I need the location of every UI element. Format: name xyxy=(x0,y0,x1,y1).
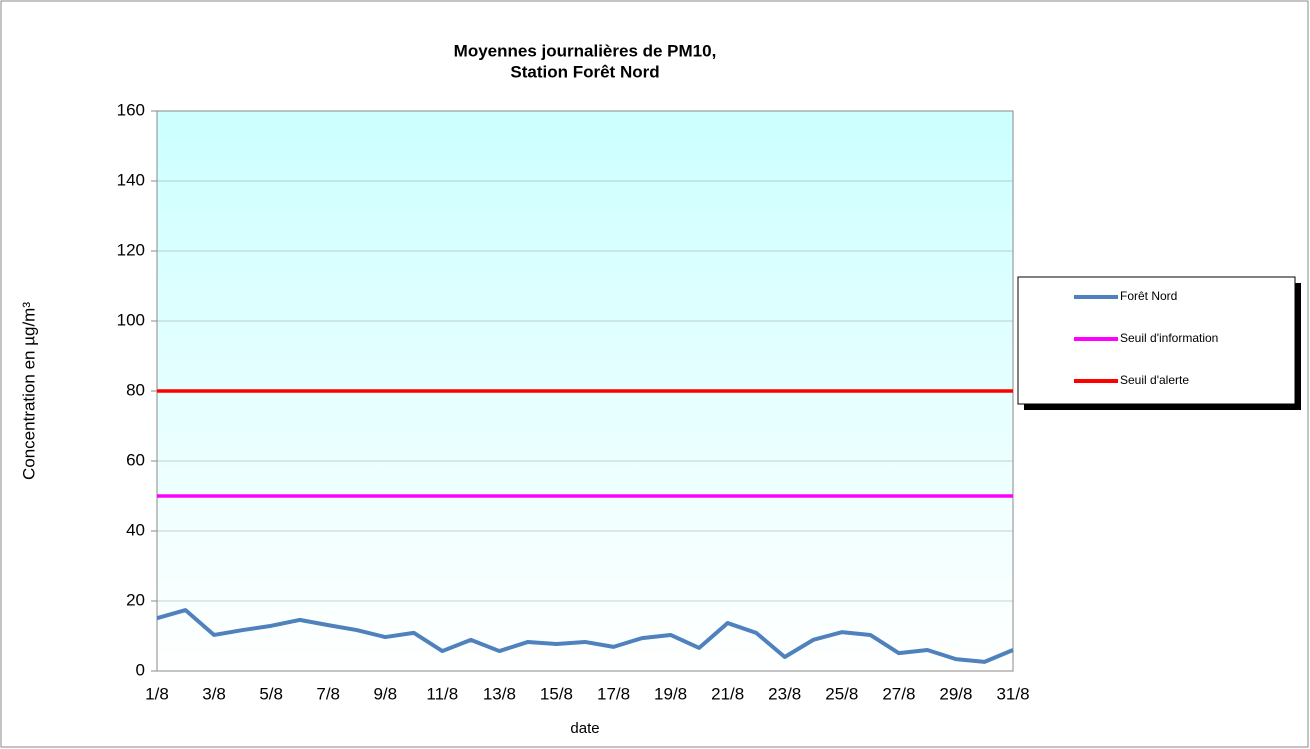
data-line xyxy=(156,608,1014,664)
x-tick-label: 3/8 xyxy=(202,684,226,703)
x-tick-label: 21/8 xyxy=(711,684,744,703)
x-tick-label: 19/8 xyxy=(654,684,687,703)
x-tick-label: 15/8 xyxy=(540,684,573,703)
x-tick-label: 25/8 xyxy=(825,684,858,703)
y-tick-label: 120 xyxy=(117,240,145,259)
y-tick-label: 100 xyxy=(117,310,145,329)
legend xyxy=(1017,276,1296,405)
x-tick-label: 11/8 xyxy=(426,684,458,703)
x-tick-label: 27/8 xyxy=(882,684,915,703)
y-tick-label: 60 xyxy=(126,450,145,469)
x-tick-label: 13/8 xyxy=(483,684,516,703)
x-tick-label: 23/8 xyxy=(768,684,801,703)
legend-label: Forêt Nord xyxy=(1120,289,1177,303)
x-tick-label: 5/8 xyxy=(259,684,283,703)
chart-title: Moyennes journalières de PM10, xyxy=(454,41,717,60)
y-tick-label: 140 xyxy=(117,170,145,189)
x-tick-label: 29/8 xyxy=(939,684,972,703)
x-tick-label: 7/8 xyxy=(316,684,340,703)
y-axis-label: Concentration en µg/m³ xyxy=(19,302,38,480)
x-tick-label: 31/8 xyxy=(996,684,1029,703)
chart-title: Station Forêt Nord xyxy=(510,62,659,81)
y-tick-label: 0 xyxy=(136,660,145,679)
y-tick-label: 20 xyxy=(126,590,145,609)
x-tick-label: 9/8 xyxy=(373,684,397,703)
y-tick-label: 40 xyxy=(126,520,145,539)
legend-label: Seuil d'alerte xyxy=(1120,373,1189,387)
y-tick-label: 160 xyxy=(117,100,145,119)
x-axis-label: date xyxy=(570,720,599,737)
legend-label: Seuil d'information xyxy=(1120,331,1218,345)
y-tick-label: 80 xyxy=(126,380,145,399)
x-tick-label: 1/8 xyxy=(145,684,169,703)
x-tick-label: 17/8 xyxy=(597,684,630,703)
